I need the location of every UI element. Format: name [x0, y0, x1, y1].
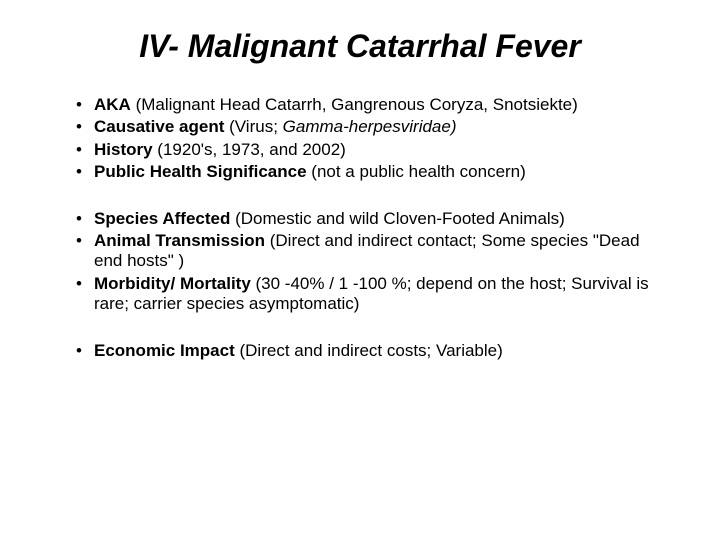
item-rest: (not a public health concern)	[307, 162, 526, 181]
item-rest: (1920's, 1973, and 2002)	[153, 140, 346, 159]
bullet-group-1: AKA (Malignant Head Catarrh, Gangrenous …	[48, 95, 672, 183]
item-label: Public Health Significance	[94, 162, 307, 181]
list-item: Species Affected (Domestic and wild Clov…	[76, 209, 672, 229]
bullet-group-2: Species Affected (Domestic and wild Clov…	[48, 209, 672, 315]
item-label: History	[94, 140, 153, 159]
list-item: Morbidity/ Mortality (30 -40% / 1 -100 %…	[76, 274, 672, 315]
list-item: Causative agent (Virus; Gamma-herpesviri…	[76, 117, 672, 137]
list-item: History (1920's, 1973, and 2002)	[76, 140, 672, 160]
list-item: Animal Transmission (Direct and indirect…	[76, 231, 672, 272]
list-item: Public Health Significance (not a public…	[76, 162, 672, 182]
item-label: Economic Impact	[94, 341, 235, 360]
item-rest: (Direct and indirect costs; Variable)	[235, 341, 503, 360]
item-rest: (Domestic and wild Cloven-Footed Animals…	[230, 209, 564, 228]
item-label: Animal Transmission	[94, 231, 265, 250]
list-item: Economic Impact (Direct and indirect cos…	[76, 341, 672, 361]
item-label: Morbidity/ Mortality	[94, 274, 251, 293]
item-rest-prefix: (Virus;	[224, 117, 282, 136]
list-item: AKA (Malignant Head Catarrh, Gangrenous …	[76, 95, 672, 115]
slide-title: IV- Malignant Catarrhal Fever	[48, 28, 672, 65]
item-rest: (Malignant Head Catarrh, Gangrenous Cory…	[131, 95, 578, 114]
bullet-group-3: Economic Impact (Direct and indirect cos…	[48, 341, 672, 361]
item-rest-italic: Gamma-herpesviridae)	[283, 117, 457, 136]
item-label: Species Affected	[94, 209, 230, 228]
item-label: Causative agent	[94, 117, 224, 136]
item-label: AKA	[94, 95, 131, 114]
